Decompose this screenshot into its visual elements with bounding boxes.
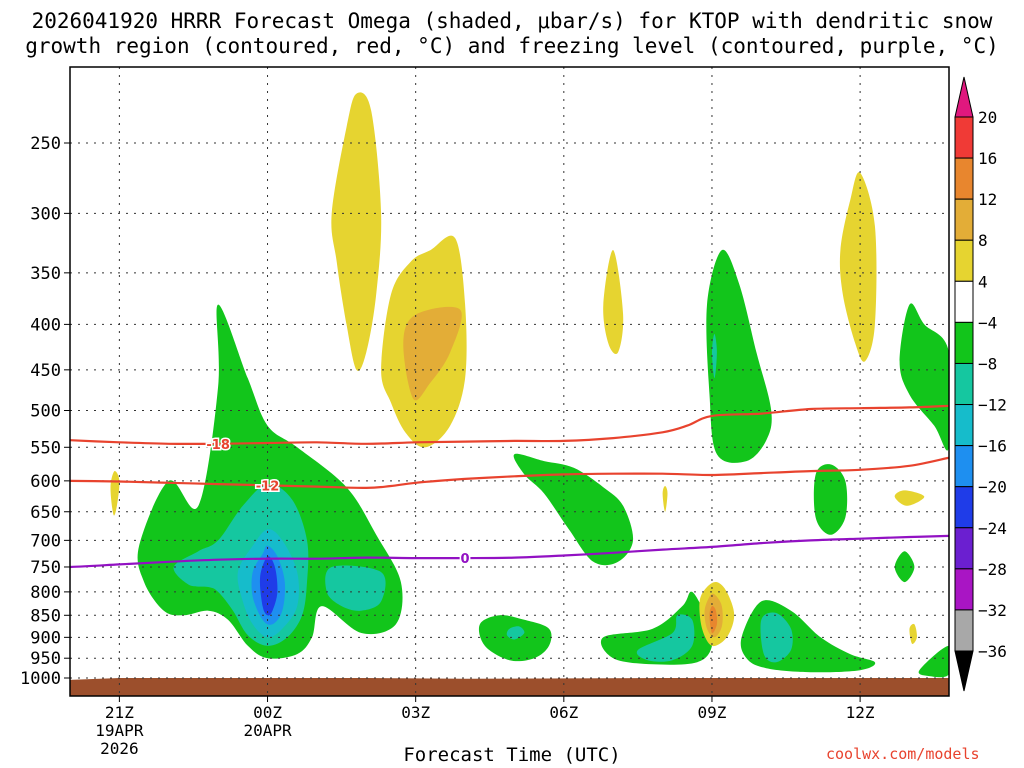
omega-region-upward-motion-10z-low-core bbox=[760, 612, 793, 663]
ground-layer bbox=[70, 678, 949, 696]
colorbar-label: 12 bbox=[978, 190, 997, 209]
x-tick-label: 09Z bbox=[698, 703, 727, 722]
contour-0 bbox=[70, 534, 949, 569]
contour--18 bbox=[70, 404, 949, 446]
x-tick-year: 2026 bbox=[100, 739, 139, 758]
omega-region-downward-motion-9z-low-peak bbox=[709, 605, 718, 634]
omega-region-downward-motion-8z bbox=[662, 486, 668, 512]
temperature-contours: -18 -12 0 bbox=[70, 404, 949, 569]
colorbar-bin bbox=[954, 362, 974, 406]
colorbar-label: −4 bbox=[978, 313, 997, 332]
colorbar-label: −16 bbox=[978, 437, 1007, 456]
y-tick-label: 1000 bbox=[20, 669, 61, 689]
colorbar-label: −12 bbox=[978, 396, 1007, 415]
colorbar-bottom-arrow bbox=[954, 650, 974, 692]
ground-fill bbox=[70, 678, 949, 696]
x-tick-label: 06Z bbox=[549, 703, 578, 722]
y-tick-label: 800 bbox=[30, 583, 61, 603]
contour-label: -18 bbox=[206, 438, 230, 453]
y-tick-label: 650 bbox=[30, 503, 61, 523]
colorbar-label: 4 bbox=[978, 272, 988, 291]
x-tick-label: 00Z bbox=[253, 703, 282, 722]
y-tick-label: 600 bbox=[30, 472, 61, 492]
colorbar-bin bbox=[954, 321, 974, 364]
omega-region-upward-motion-13z-upper bbox=[899, 303, 949, 451]
y-tick-label: 450 bbox=[30, 361, 61, 381]
omega-region-upward-motion-core-deepblue bbox=[259, 556, 278, 616]
colorbar-bin bbox=[954, 157, 974, 200]
colorbar-bin bbox=[954, 486, 974, 529]
omega-region-downward-motion-12z bbox=[839, 172, 877, 362]
credit-link[interactable]: coolwx.com/models bbox=[826, 745, 980, 763]
y-tick-label: 550 bbox=[30, 438, 61, 458]
x-tick-date: 19APR bbox=[95, 721, 144, 740]
omega-region-upward-motion-9z-column bbox=[706, 249, 772, 463]
omega-region-upward-motion-13z-low bbox=[918, 645, 949, 678]
plot-frame bbox=[69, 66, 950, 697]
y-tick-label: 250 bbox=[30, 134, 61, 154]
y-tick-label: 900 bbox=[30, 628, 61, 648]
omega-region-upward-motion-8z-low-core bbox=[636, 614, 695, 662]
y-tick-label: 850 bbox=[30, 606, 61, 626]
colorbar-label: 20 bbox=[978, 108, 997, 127]
omega-region-downward-motion-13z-low bbox=[909, 623, 917, 644]
omega-region-upward-motion-5-6z bbox=[325, 565, 386, 611]
contour-label: -12 bbox=[256, 479, 280, 494]
x-tick-label: 03Z bbox=[401, 703, 430, 722]
colorbar-bin bbox=[954, 568, 974, 611]
colorbar-label: −36 bbox=[978, 642, 1007, 661]
y-tick-label: 350 bbox=[30, 264, 61, 284]
omega-region-downward-motion-3z-core bbox=[403, 306, 462, 401]
colorbar-bin bbox=[954, 445, 974, 488]
colorbar-label: −20 bbox=[978, 478, 1007, 497]
y-tick-label: 500 bbox=[30, 402, 61, 422]
pressure-axis: 2503003504004505005506006507007508008509… bbox=[20, 134, 70, 689]
colorbar-bin bbox=[954, 609, 974, 652]
x-tick-label: 12Z bbox=[846, 703, 875, 722]
y-tick-label: 750 bbox=[30, 558, 61, 578]
omega-region-downward-motion-1z bbox=[331, 92, 382, 372]
colorbar-label: −8 bbox=[978, 354, 997, 373]
omega-region-downward-motion-13z-mid bbox=[894, 490, 925, 506]
omega-region-upward-motion-6z-mid bbox=[513, 453, 634, 566]
y-tick-label: 700 bbox=[30, 531, 61, 551]
colorbar-label: −32 bbox=[978, 601, 1007, 620]
colorbar-bin bbox=[954, 239, 974, 282]
colorbar-label: 8 bbox=[978, 231, 988, 250]
colorbar-label: 16 bbox=[978, 149, 997, 168]
omega-region-upward-motion-9z-column-core bbox=[712, 333, 717, 379]
colorbar-bin bbox=[954, 116, 974, 159]
omega-shading bbox=[110, 92, 949, 678]
omega-region-upward-motion-13z-mid bbox=[894, 551, 915, 583]
contour--12 bbox=[70, 456, 949, 490]
omega-region-downward-motion-7z bbox=[603, 250, 624, 355]
colorbar-label: −24 bbox=[978, 519, 1007, 538]
colorbar-bin bbox=[954, 404, 974, 447]
chart-title-line1: 2026041920 HRRR Forecast Omega (shaded, … bbox=[31, 9, 993, 33]
colorbar-label: −28 bbox=[978, 560, 1007, 579]
chart-title-line2: growth region (contoured, red, °C) and f… bbox=[25, 34, 999, 58]
omega-region-upward-motion-5z-low-core bbox=[506, 626, 525, 640]
x-axis-title: Forecast Time (UTC) bbox=[403, 744, 621, 766]
omega-region-upward-motion-11z bbox=[813, 464, 848, 535]
colorbar-bin bbox=[954, 527, 974, 570]
colorbar-bin bbox=[954, 198, 974, 241]
grid-lines bbox=[70, 67, 949, 696]
x-tick-date: 20APR bbox=[243, 721, 292, 740]
contour-label: 0 bbox=[461, 552, 470, 567]
x-tick-label: 21Z bbox=[105, 703, 134, 722]
colorbar-top-arrow bbox=[954, 76, 974, 118]
colorbar-bin bbox=[954, 280, 974, 323]
omega-colorbar: 20 16 12 8 4 −4 −8 −12 −16 −20 −24 −28 −32 −36 bbox=[954, 76, 1007, 692]
y-tick-label: 300 bbox=[30, 204, 61, 224]
y-tick-label: 400 bbox=[30, 315, 61, 335]
omega-region-downward-motion-21z bbox=[110, 470, 120, 516]
y-tick-label: 950 bbox=[30, 649, 61, 669]
